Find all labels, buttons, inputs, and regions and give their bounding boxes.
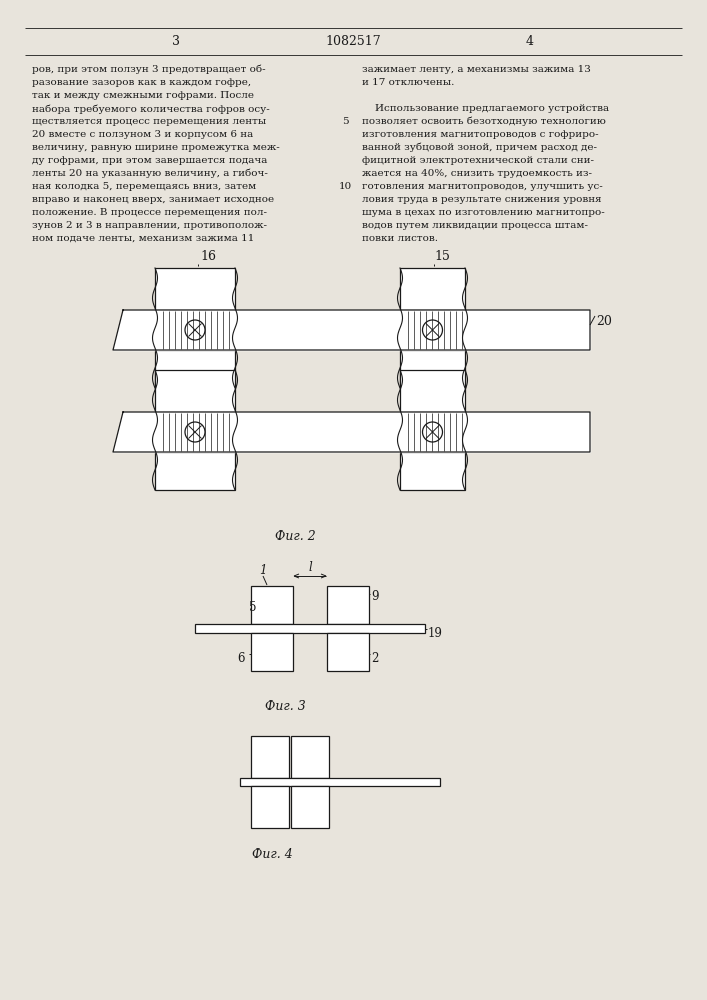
Bar — [327, 633, 369, 671]
Text: 1: 1 — [259, 564, 267, 577]
Text: ванной зубцовой зоной, причем расход де-: ванной зубцовой зоной, причем расход де- — [362, 143, 597, 152]
Bar — [400, 370, 465, 412]
Text: 20: 20 — [596, 315, 612, 328]
Text: 6: 6 — [237, 652, 245, 665]
Text: ловия труда в результате снижения уровня: ловия труда в результате снижения уровня — [362, 195, 602, 204]
Text: Использование предлагаемого устройства: Использование предлагаемого устройства — [362, 104, 609, 113]
Bar — [251, 633, 293, 671]
Bar — [251, 586, 293, 624]
Text: ду гофрами, при этом завершается подача: ду гофрами, при этом завершается подача — [32, 156, 267, 165]
Bar — [155, 268, 235, 310]
Text: 4: 4 — [526, 35, 534, 48]
Text: ном подаче ленты, механизм зажима 11: ном подаче ленты, механизм зажима 11 — [32, 234, 255, 243]
Text: и 17 отключены.: и 17 отключены. — [362, 78, 455, 87]
Text: ров, при этом ползун 3 предотвращает об-: ров, при этом ползун 3 предотвращает об- — [32, 65, 266, 75]
Text: 5: 5 — [249, 601, 257, 614]
Text: Фиг. 3: Фиг. 3 — [264, 700, 305, 713]
Text: ленты 20 на указанную величину, а гибоч-: ленты 20 на указанную величину, а гибоч- — [32, 169, 268, 178]
Polygon shape — [113, 310, 590, 350]
Text: 9: 9 — [371, 590, 378, 603]
Text: зунов 2 и 3 в направлении, противополож-: зунов 2 и 3 в направлении, противополож- — [32, 221, 267, 230]
Text: 15: 15 — [435, 250, 450, 263]
Text: 5: 5 — [341, 117, 349, 126]
Text: вправо и наконец вверх, занимает исходное: вправо и наконец вверх, занимает исходно… — [32, 195, 274, 204]
Text: водов путем ликвидации процесса штам-: водов путем ликвидации процесса штам- — [362, 221, 588, 230]
Text: разование зазоров как в каждом гофре,: разование зазоров как в каждом гофре, — [32, 78, 251, 87]
Text: 19: 19 — [428, 627, 443, 640]
Text: 20 вместе с ползуном 3 и корпусом 6 на: 20 вместе с ползуном 3 и корпусом 6 на — [32, 130, 253, 139]
Text: жается на 40%, снизить трудоемкость из-: жается на 40%, снизить трудоемкость из- — [362, 169, 592, 178]
Bar — [155, 370, 235, 412]
Polygon shape — [113, 412, 590, 452]
Text: положение. В процессе перемещения пол-: положение. В процессе перемещения пол- — [32, 208, 267, 217]
Bar — [195, 624, 425, 633]
Text: 10: 10 — [339, 182, 351, 191]
Text: зажимает ленту, а механизмы зажима 13: зажимает ленту, а механизмы зажима 13 — [362, 65, 591, 74]
Text: позволяет освоить безотходную технологию: позволяет освоить безотходную технологию — [362, 117, 606, 126]
Text: так и между смежными гофрами. После: так и между смежными гофрами. После — [32, 91, 254, 100]
Bar — [400, 350, 465, 388]
Text: ная колодка 5, перемещаясь вниз, затем: ная колодка 5, перемещаясь вниз, затем — [32, 182, 256, 191]
Text: шума в цехах по изготовлению магнитопро-: шума в цехах по изготовлению магнитопро- — [362, 208, 604, 217]
Bar — [155, 452, 235, 490]
Bar — [291, 786, 329, 828]
Text: 2: 2 — [371, 652, 378, 665]
Text: набора требуемого количества гофров осу-: набора требуемого количества гофров осу- — [32, 104, 270, 113]
Text: Фиг. 4: Фиг. 4 — [252, 848, 293, 861]
Bar — [291, 736, 329, 778]
Text: фицитной электротехнической стали сни-: фицитной электротехнической стали сни- — [362, 156, 594, 165]
Text: 16: 16 — [200, 250, 216, 263]
Bar — [240, 778, 440, 786]
Bar — [155, 350, 235, 388]
Bar — [251, 786, 289, 828]
Bar — [400, 268, 465, 310]
Bar — [327, 586, 369, 624]
Text: l: l — [308, 561, 312, 574]
Text: повки листов.: повки листов. — [362, 234, 438, 243]
Bar — [400, 452, 465, 490]
Text: изготовления магнитопроводов с гофриро-: изготовления магнитопроводов с гофриро- — [362, 130, 599, 139]
Text: ществляется процесс перемещения ленты: ществляется процесс перемещения ленты — [32, 117, 267, 126]
Bar — [251, 736, 289, 778]
Text: готовления магнитопроводов, улучшить ус-: готовления магнитопроводов, улучшить ус- — [362, 182, 603, 191]
Text: 3: 3 — [172, 35, 180, 48]
Text: величину, равную ширине промежутка меж-: величину, равную ширине промежутка меж- — [32, 143, 280, 152]
Text: 1082517: 1082517 — [325, 35, 381, 48]
Text: Фиг. 2: Фиг. 2 — [274, 530, 315, 543]
